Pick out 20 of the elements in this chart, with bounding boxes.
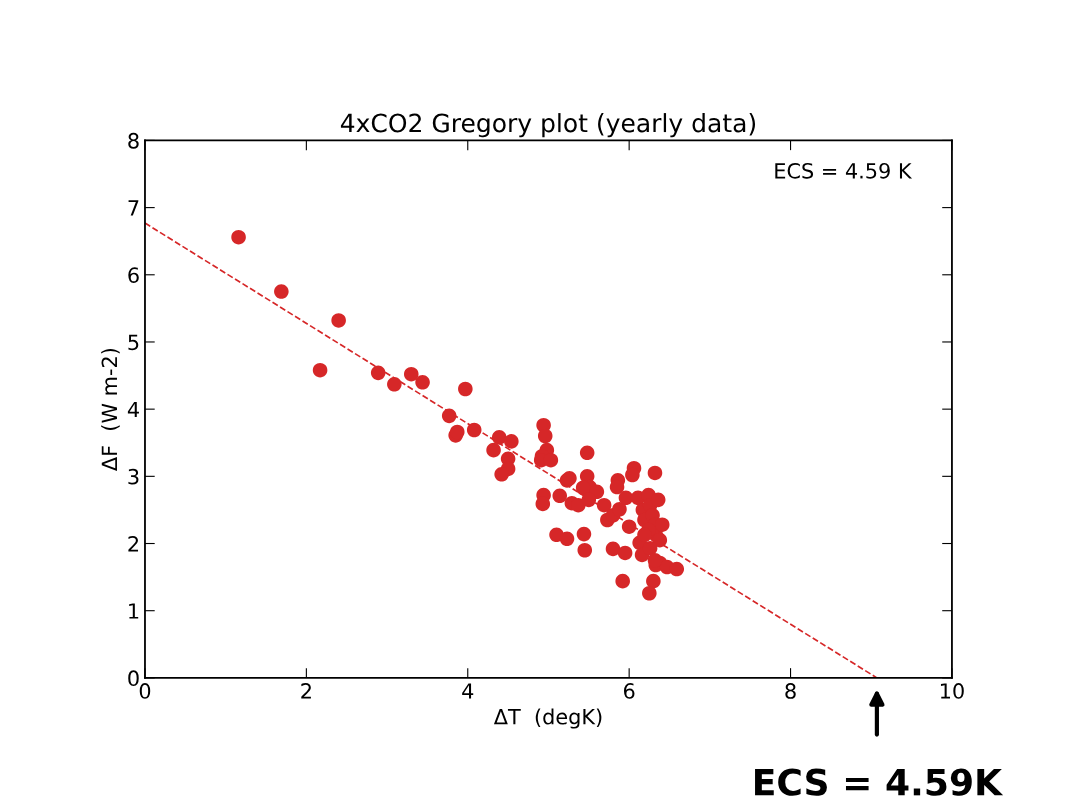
- x-tick-label: 4: [462, 683, 474, 699]
- x-tick-label: 10: [940, 683, 964, 699]
- annotation: ECS = 4.59 K: [775, 162, 913, 179]
- x-tick-label: 8: [785, 683, 796, 699]
- y-tick-label: 8: [128, 132, 139, 149]
- y-axis-title: ΔF (W m-2): [101, 348, 120, 471]
- y-tick-label: 0: [128, 670, 139, 687]
- y-tick-label: 3: [128, 468, 139, 485]
- y-tick-label: 4: [127, 401, 139, 418]
- chart-title: 4xCO2 Gregory plot (yearly data): [340, 113, 756, 138]
- x-axis-title: ΔT (degK): [493, 708, 602, 729]
- y-tick-label: 1: [129, 603, 139, 619]
- x-tick-label: 6: [623, 683, 635, 699]
- x-tick-label: 2: [301, 683, 311, 699]
- x-tick-label: 0: [139, 683, 151, 699]
- annotation: ECS = 4.59K: [755, 768, 1004, 796]
- y-tick-label: 5: [128, 334, 139, 351]
- y-tick-label: 6: [128, 267, 139, 283]
- y-tick-label: 7: [128, 200, 139, 216]
- y-tick-label: 2: [128, 535, 139, 552]
